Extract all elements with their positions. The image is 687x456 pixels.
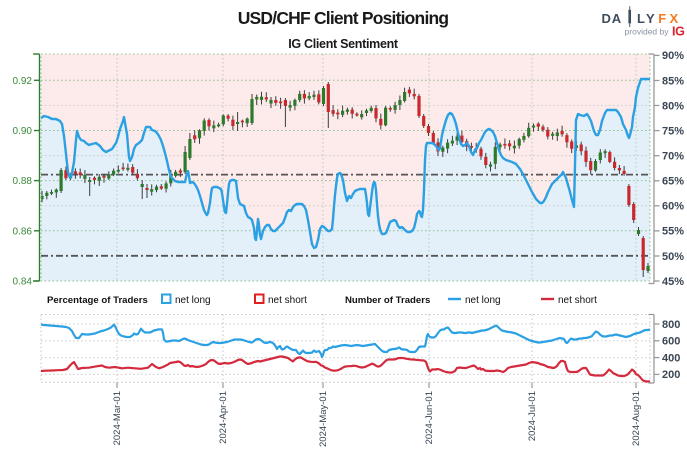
svg-text:IG: IG (672, 25, 685, 39)
svg-text:0.84: 0.84 (13, 277, 33, 288)
svg-text:0.90: 0.90 (13, 126, 33, 137)
svg-text:400: 400 (662, 352, 680, 364)
svg-text:70%: 70% (662, 151, 684, 163)
svg-text:2024-Apr-01: 2024-Apr-01 (218, 391, 229, 444)
svg-text:provided by: provided by (625, 27, 670, 37)
svg-text:50%: 50% (662, 251, 684, 263)
svg-text:90%: 90% (662, 50, 684, 62)
svg-text:Y: Y (646, 11, 655, 26)
svg-text:2024-Jun-01: 2024-Jun-01 (424, 391, 435, 444)
svg-text:45%: 45% (662, 276, 684, 288)
svg-text:2024-Jul-01: 2024-Jul-01 (527, 391, 538, 441)
svg-text:2024-May-01: 2024-May-01 (318, 391, 329, 447)
svg-text:2024-Aug-01: 2024-Aug-01 (631, 391, 642, 446)
svg-text:600: 600 (662, 336, 680, 348)
svg-text:net short: net short (268, 295, 307, 306)
svg-text:USD/CHF Client Positioning: USD/CHF Client Positioning (238, 8, 449, 28)
svg-text:2024-Mar-01: 2024-Mar-01 (112, 391, 123, 445)
svg-text:0.86: 0.86 (13, 226, 33, 237)
svg-text:Number of Traders: Number of Traders (345, 295, 430, 306)
svg-text:0.88: 0.88 (13, 176, 33, 187)
svg-text:net short: net short (558, 295, 597, 306)
svg-text:IG Client Sentiment: IG Client Sentiment (288, 37, 399, 51)
svg-text:net long: net long (465, 295, 501, 306)
svg-text:net long: net long (175, 295, 211, 306)
svg-text:0.92: 0.92 (13, 76, 33, 87)
svg-text:80%: 80% (662, 100, 684, 112)
svg-text:85%: 85% (662, 75, 684, 87)
svg-text:D: D (602, 11, 611, 26)
svg-text:Percentage of Traders: Percentage of Traders (47, 295, 148, 306)
svg-text:60%: 60% (662, 201, 684, 213)
svg-text:800: 800 (662, 319, 680, 331)
svg-text:L: L (637, 11, 645, 26)
svg-text:200: 200 (662, 369, 680, 381)
svg-text:65%: 65% (662, 176, 684, 188)
svg-text:F: F (658, 11, 666, 26)
svg-text:75%: 75% (662, 125, 684, 137)
svg-text:X: X (670, 11, 679, 26)
svg-text:A: A (612, 11, 622, 26)
svg-text:55%: 55% (662, 226, 684, 238)
